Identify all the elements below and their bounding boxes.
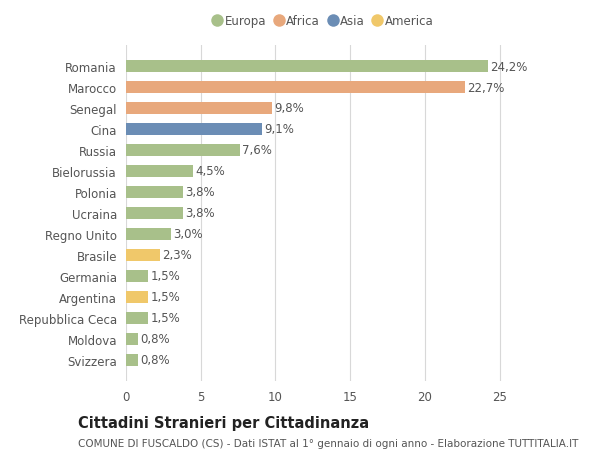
Bar — [126, 145, 239, 157]
Bar — [126, 124, 262, 135]
Text: 2,3%: 2,3% — [163, 249, 193, 262]
Text: 0,8%: 0,8% — [140, 333, 170, 346]
Bar — [126, 229, 171, 240]
Text: 7,6%: 7,6% — [242, 144, 272, 157]
Bar — [126, 250, 160, 261]
Text: 3,0%: 3,0% — [173, 228, 203, 241]
Bar — [126, 333, 138, 345]
Legend: Europa, Africa, Asia, America: Europa, Africa, Asia, America — [211, 11, 437, 32]
Bar — [126, 291, 148, 303]
Bar — [126, 354, 138, 366]
Text: 1,5%: 1,5% — [151, 291, 181, 304]
Text: 0,8%: 0,8% — [140, 353, 170, 366]
Text: 1,5%: 1,5% — [151, 270, 181, 283]
Text: 22,7%: 22,7% — [467, 81, 505, 94]
Text: 9,8%: 9,8% — [275, 102, 304, 115]
Text: 3,8%: 3,8% — [185, 186, 215, 199]
Bar — [126, 61, 488, 73]
Bar — [126, 166, 193, 177]
Bar — [126, 207, 183, 219]
Text: 1,5%: 1,5% — [151, 312, 181, 325]
Bar — [126, 313, 148, 324]
Text: 4,5%: 4,5% — [196, 165, 225, 178]
Text: Cittadini Stranieri per Cittadinanza: Cittadini Stranieri per Cittadinanza — [78, 415, 369, 431]
Text: 24,2%: 24,2% — [490, 61, 527, 73]
Bar — [126, 103, 272, 114]
Bar — [126, 270, 148, 282]
Bar — [126, 187, 183, 198]
Text: 3,8%: 3,8% — [185, 207, 215, 220]
Bar — [126, 82, 465, 94]
Text: 9,1%: 9,1% — [264, 123, 294, 136]
Text: COMUNE DI FUSCALDO (CS) - Dati ISTAT al 1° gennaio di ogni anno - Elaborazione T: COMUNE DI FUSCALDO (CS) - Dati ISTAT al … — [78, 438, 578, 448]
